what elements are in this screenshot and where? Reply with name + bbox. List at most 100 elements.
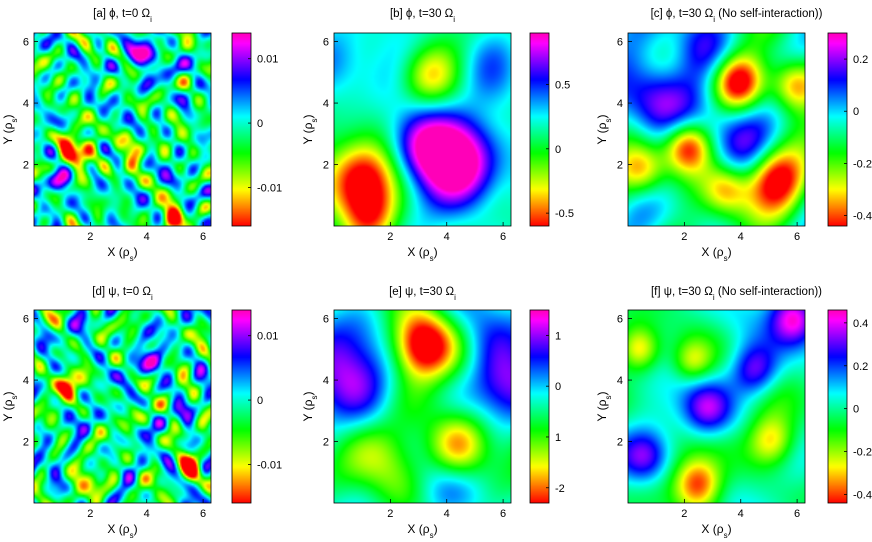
x-axis-label: X (ρs)	[107, 245, 137, 263]
plot-frame	[627, 32, 806, 227]
heatmap-image	[628, 33, 805, 226]
panel-f: 2 4 6 2 4 6 [f] ψ, t=30 Ωi (No self-interactio…	[595, 286, 872, 540]
x-tick-label: 2	[87, 508, 93, 520]
colorbar-tick-label: -0.5	[555, 208, 574, 220]
colorbar-tick-label: 0	[555, 381, 561, 393]
colorbar: 0.2 0 -0.2 -0.4	[827, 32, 872, 227]
colorbar: 0.01 0 -0.01	[231, 309, 282, 504]
colorbar-tick-label: 0	[555, 144, 561, 156]
x-tick-label: 6	[500, 508, 506, 520]
y-tick-label: 2	[323, 160, 329, 172]
plot-frame	[33, 32, 212, 227]
colorbar-tick-label: -0.2	[853, 447, 872, 459]
x-tick-label: 4	[444, 508, 450, 520]
y-tick-label: 4	[323, 375, 329, 387]
x-tick-label: 6	[794, 508, 800, 520]
heatmap-image	[334, 33, 511, 226]
colorbar: 0.5 0 -0.5	[529, 32, 574, 227]
x-axis-label: X (ρs)	[107, 522, 137, 540]
heatmap-image	[34, 33, 211, 226]
panel-title: [d] ψ, t=0 Ωi	[92, 286, 153, 302]
colorbar-frame	[231, 32, 252, 227]
panel-title: [a] ϕ, t=0 Ωi	[93, 8, 152, 24]
x-tick-label: 6	[200, 231, 206, 243]
panel-title: [b] ϕ, t=30 Ωi	[390, 8, 455, 24]
y-tick-label: 4	[23, 375, 29, 387]
panel-title: [e] ψ, t=30 Ωi	[389, 286, 456, 302]
y-tick-label: 4	[617, 98, 623, 110]
x-axis-label: X (ρs)	[407, 245, 437, 263]
colorbar-tick-label: -0.2	[853, 158, 872, 170]
heatmap-image	[628, 310, 805, 503]
colorbar-tick-label: 0	[257, 118, 263, 130]
y-tick-label: 6	[23, 314, 29, 326]
colorbar-gradient	[530, 310, 549, 503]
panel-b: 2 4 6 2 4 6 [b] ϕ, t=30 Ωi X (ρs) Y (ρs) 0.5 0 -0.5	[301, 8, 574, 263]
x-tick-label: 2	[387, 231, 393, 243]
x-tick-label: 4	[738, 508, 744, 520]
colorbar-tick-label: 0	[853, 404, 859, 416]
colorbar: 0.4 0.2 0 -0.2 -0.4	[827, 309, 872, 504]
x-tick-label: 6	[200, 508, 206, 520]
panel-title: [f] ψ, t=30 Ωi (No self-interaction))	[651, 286, 822, 302]
colorbar-tick-label: -0.01	[257, 182, 282, 194]
x-tick-label: 2	[87, 231, 93, 243]
colorbar-tick-label: 1	[555, 330, 561, 342]
colorbar-tick-label: 0	[853, 106, 859, 118]
colorbar-frame	[529, 309, 550, 504]
colorbar-tick-label: -0.4	[853, 489, 872, 501]
y-tick-label: 2	[323, 437, 329, 449]
colorbar-gradient	[828, 33, 847, 226]
colorbar-frame	[827, 309, 848, 504]
x-tick-label: 2	[387, 508, 393, 520]
y-tick-label: 2	[23, 160, 29, 172]
colorbar: 1 0 1 -2	[529, 309, 565, 504]
x-tick-label: 6	[794, 231, 800, 243]
x-tick-label: 4	[444, 231, 450, 243]
colorbar-tick-label: 0	[257, 395, 263, 407]
colorbar-frame	[231, 309, 252, 504]
y-axis-label: Y (ρs)	[595, 115, 613, 145]
colorbar-frame	[529, 32, 550, 227]
plot-frame	[333, 309, 512, 504]
x-axis-label: X (ρs)	[407, 522, 437, 540]
colorbar-tick-label: 0.2	[853, 54, 868, 66]
colorbar-tick-label: -2	[555, 483, 565, 495]
y-tick-label: 4	[323, 98, 329, 110]
colorbar-tick-label: 1	[555, 432, 561, 444]
y-tick-label: 6	[23, 37, 29, 49]
y-tick-label: 6	[617, 37, 623, 49]
y-tick-label: 6	[323, 314, 329, 326]
panel-e: 2 4 6 2 4 6 [e] ψ, t=30 Ωi X (ρs) Y (ρs) 1 0 1 -2	[301, 286, 565, 540]
heatmap-image	[334, 310, 511, 503]
plot-frame	[333, 32, 512, 227]
panel-d: 2 4 6 2 4 6 [d] ψ, t=0 Ωi X (ρs) Y (ρs) 0.01 0 -0.0…	[1, 286, 282, 540]
y-tick-label: 6	[617, 314, 623, 326]
colorbar-tick-label: 0.01	[257, 54, 278, 66]
x-tick-label: 2	[681, 231, 687, 243]
colorbar: 0.01 0 -0.01	[231, 32, 282, 227]
x-tick-label: 4	[738, 231, 744, 243]
panel-a: 2 4 6 2 4 6 [a] ϕ, t=0 Ωi X (ρs) Y (ρs) 0.01 0 -0.0…	[1, 8, 282, 263]
colorbar-gradient	[232, 33, 251, 226]
colorbar-tick-label: -0.01	[257, 459, 282, 471]
colorbar-gradient	[232, 310, 251, 503]
y-tick-label: 2	[23, 437, 29, 449]
x-tick-label: 6	[500, 231, 506, 243]
x-tick-label: 4	[144, 508, 150, 520]
y-tick-label: 4	[23, 98, 29, 110]
heatmap-image	[34, 310, 211, 503]
y-axis-label: Y (ρs)	[301, 115, 319, 145]
y-axis-label: Y (ρs)	[301, 392, 319, 422]
colorbar-tick-label: 0.2	[853, 361, 868, 373]
colorbar-tick-label: 0.01	[257, 331, 278, 343]
colorbar-tick-label: 0.5	[555, 79, 570, 91]
y-tick-label: 4	[617, 375, 623, 387]
colorbar-gradient	[828, 310, 847, 503]
x-axis-label: X (ρs)	[701, 245, 731, 263]
y-tick-label: 2	[617, 437, 623, 449]
y-tick-label: 6	[323, 37, 329, 49]
colorbar-frame	[827, 32, 848, 227]
x-tick-label: 4	[144, 231, 150, 243]
